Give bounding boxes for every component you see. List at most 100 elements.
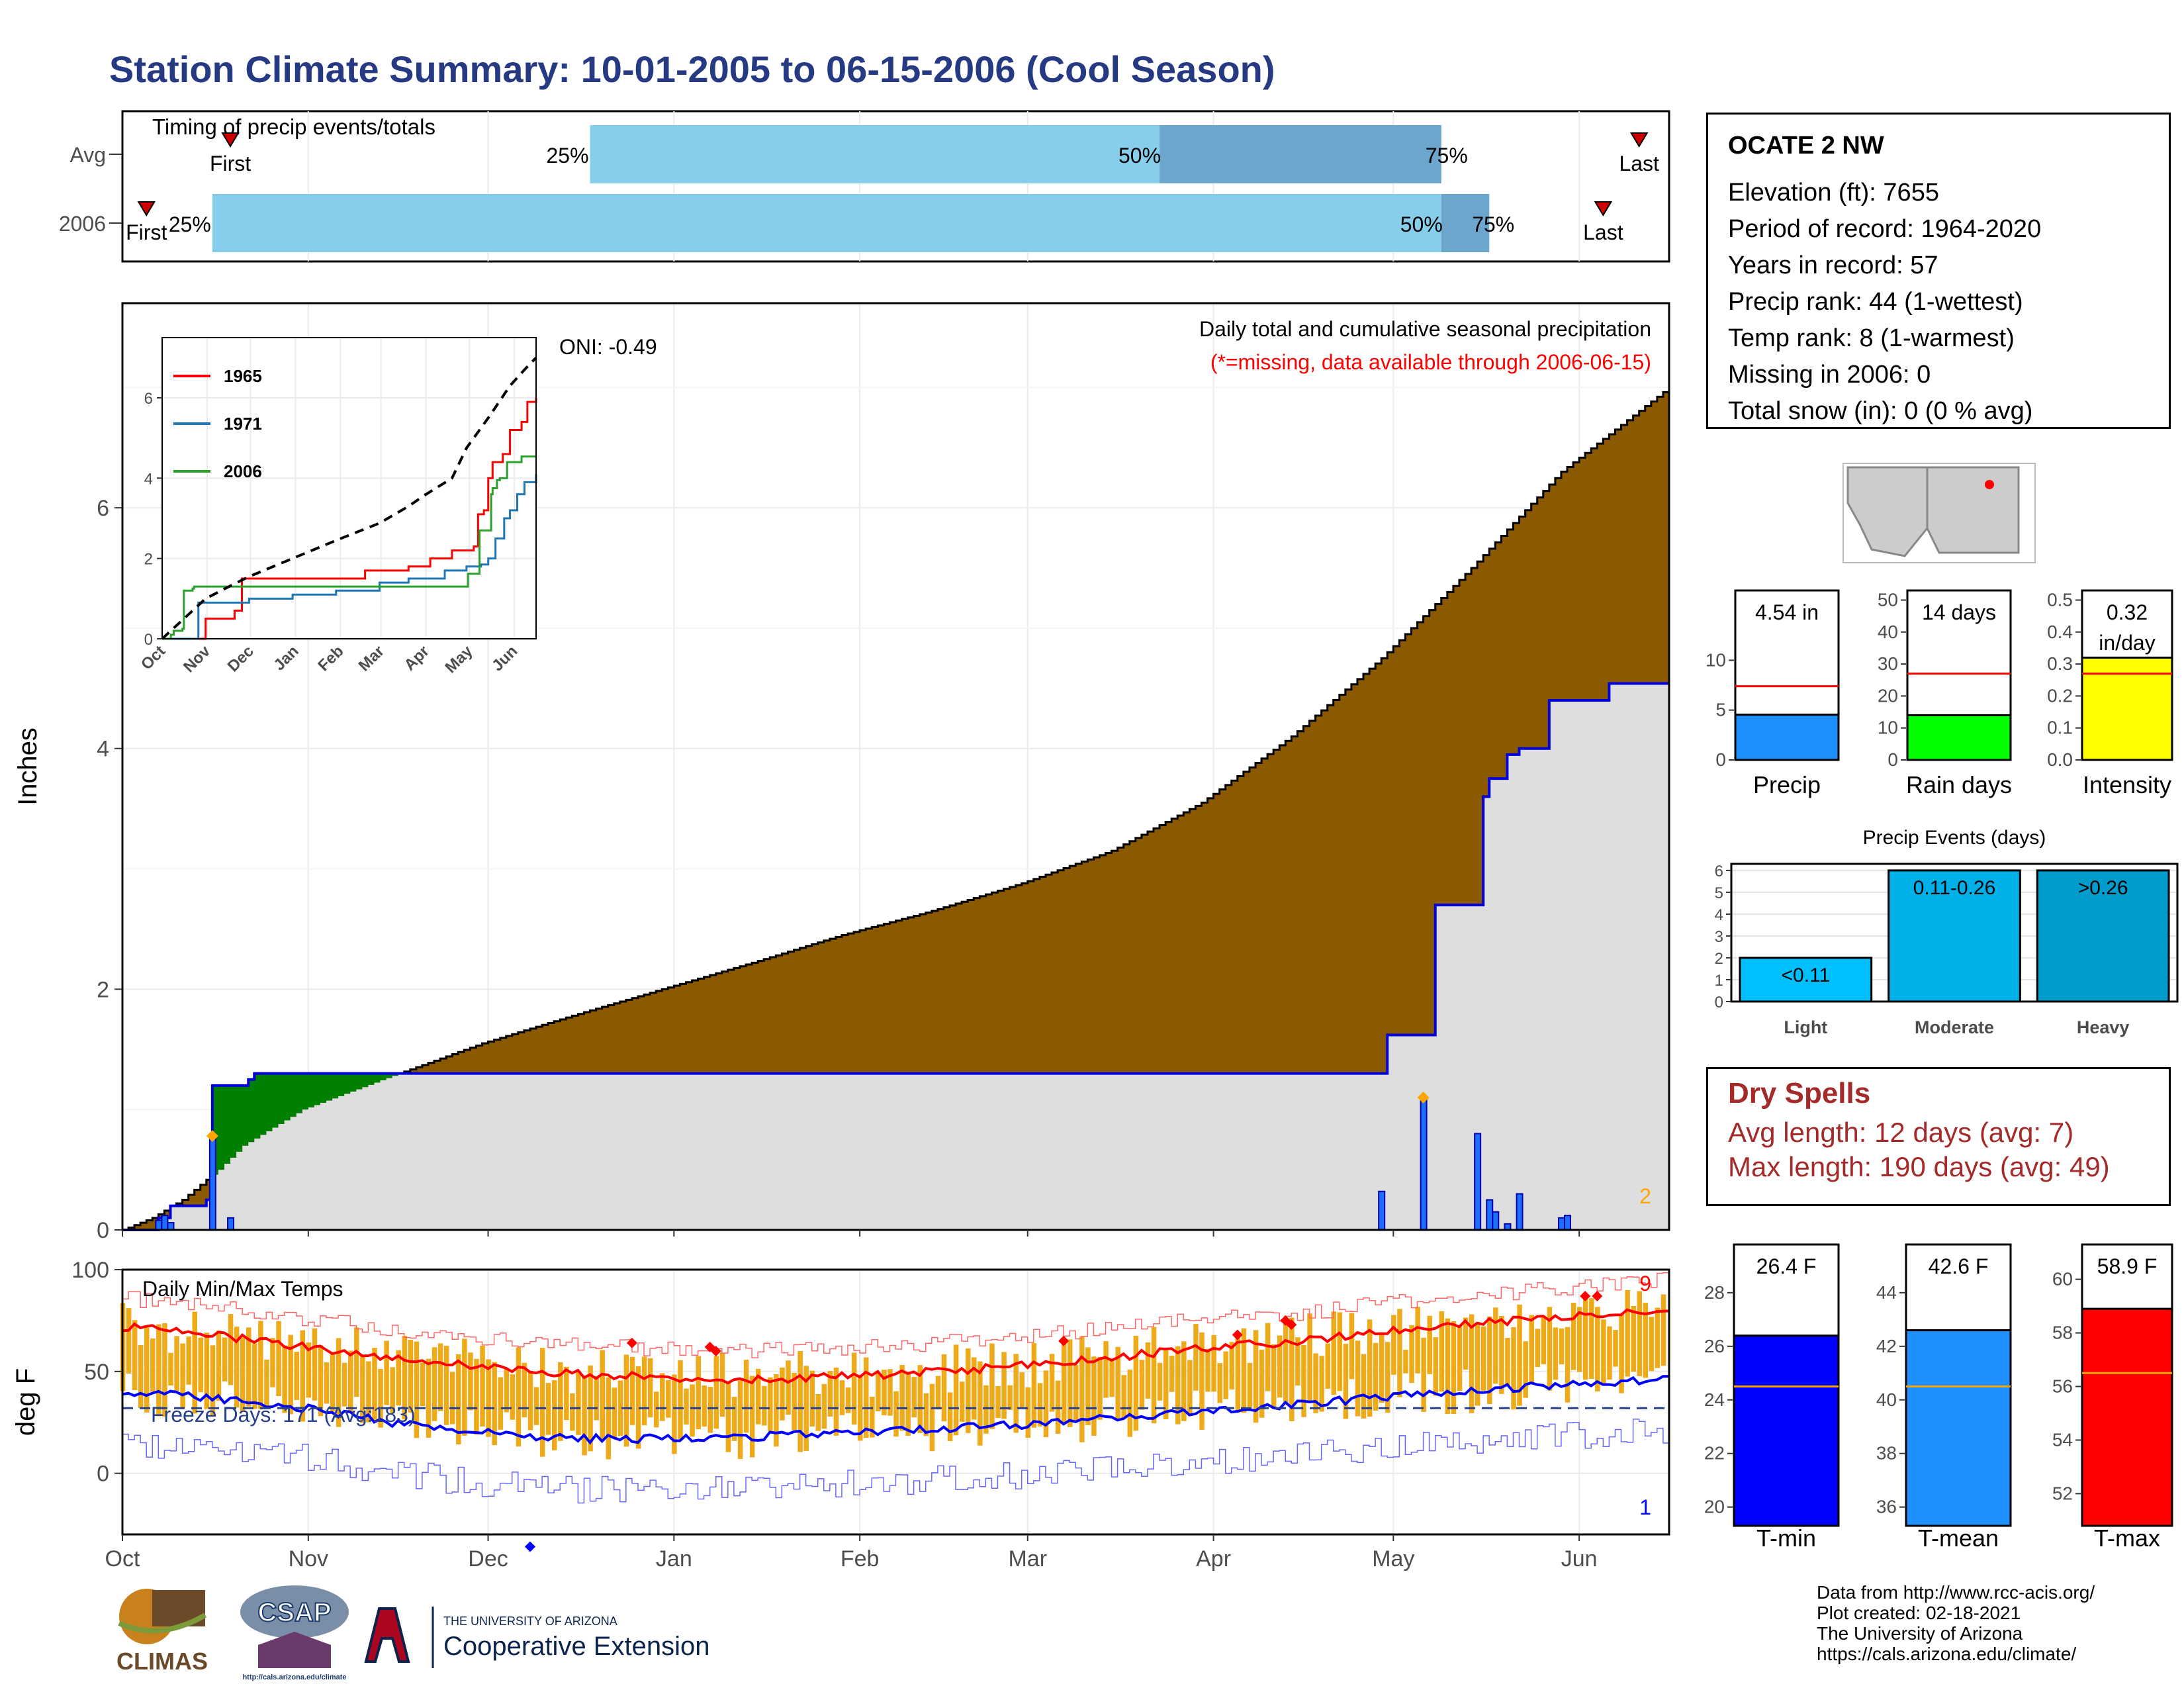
temp-daily-bar	[1475, 1325, 1480, 1406]
avg-min-temp-line	[122, 1375, 1670, 1445]
tmin-mini-label-box	[1733, 1243, 1840, 1337]
temp-daily-bar	[408, 1340, 414, 1413]
precip-mini-ytick-label-0: 0	[1715, 749, 1726, 770]
events-ytick-label-4: 4	[1715, 906, 1723, 924]
temp-daily-bar	[570, 1393, 575, 1431]
ua-big-text: Cooperative Extension	[443, 1632, 709, 1661]
temp-daily-bar	[1661, 1294, 1666, 1366]
raindays-mini-value-label: 14 days	[1922, 600, 1996, 624]
temp-daily-bar	[1079, 1336, 1085, 1442]
temp-daily-bar	[1541, 1316, 1547, 1365]
temp-daily-bar	[240, 1337, 246, 1412]
tmean-mini-chart: 36 38 40 42 44 42.6 F T-mean	[1876, 1243, 2012, 1549]
tmean-mini-ytick-label-0: 36	[1876, 1497, 1897, 1517]
temp-daily-bar	[696, 1356, 701, 1430]
temp-title: Daily Min/Max Temps	[142, 1277, 343, 1301]
temp-daily-bar	[1223, 1351, 1228, 1399]
station-snow: Total snow (in): 0 (0 % avg)	[1728, 397, 2033, 425]
temp-daily-bar	[1547, 1307, 1553, 1391]
temp-daily-bar	[216, 1331, 222, 1401]
timing-bar-dark-0	[1160, 125, 1441, 183]
temp-daily-bar	[366, 1361, 371, 1423]
temp-daily-bar	[1037, 1383, 1043, 1427]
temp-daily-bar	[1367, 1319, 1373, 1417]
temp-daily-bar	[132, 1320, 138, 1390]
temp-daily-bar	[210, 1345, 216, 1416]
temp-daily-bar	[612, 1387, 617, 1438]
temp-daily-bar	[1409, 1325, 1414, 1383]
temp-daily-bar	[539, 1348, 545, 1457]
events-category-label-1: Moderate	[1915, 1017, 1994, 1037]
record-high-mark-8	[1592, 1291, 1603, 1301]
temp-daily-bar	[1277, 1335, 1283, 1398]
temp-daily-bar	[378, 1368, 383, 1428]
temp-daily-bar	[797, 1350, 803, 1452]
record-low-mark-0	[524, 1541, 535, 1552]
intensity-mini-ytick-label-5: 0.5	[2047, 589, 2073, 610]
temp-daily-bar	[1085, 1347, 1091, 1425]
station-elevation: Elevation (ft): 7655	[1728, 179, 1939, 207]
temp-daily-bar	[1463, 1317, 1469, 1370]
temp-daily-bar	[1613, 1330, 1618, 1367]
events-ytick-label-3: 3	[1715, 928, 1723, 946]
events-ytick-label-0: 0	[1715, 994, 1723, 1011]
temp-daily-bar	[1570, 1303, 1576, 1370]
tmin-mini-bar	[1733, 1335, 1840, 1527]
temp-daily-bar	[276, 1321, 281, 1397]
oni-label: ONI: -0.49	[559, 335, 657, 359]
temp-daily-bar	[635, 1366, 641, 1449]
timing-p75-label-0: 75%	[1426, 144, 1468, 167]
dry-spells-box: Dry Spells Avg length: 12 days (avg: 7) …	[1706, 1067, 2171, 1206]
temp-daily-bar	[660, 1373, 665, 1421]
temp-daily-bar	[1247, 1362, 1253, 1407]
temp-daily-bar	[306, 1342, 312, 1398]
tmax-mini-ytick-label-2: 56	[2052, 1376, 2073, 1397]
temp-daily-bar	[1211, 1335, 1216, 1392]
cooperative-extension-text: THE UNIVERSITY OF ARIZONA Cooperative Ex…	[432, 1607, 709, 1668]
page-title: Station Climate Summary: 10-01-2005 to 0…	[109, 48, 1275, 90]
tmax-mini-ytick-label-1: 54	[2052, 1429, 2073, 1450]
temp-daily-bar	[1523, 1341, 1528, 1398]
temp-daily-bar	[1655, 1307, 1661, 1368]
inset-ytick-label-1: 2	[144, 551, 153, 569]
station-missing: Missing in 2006: 0	[1728, 361, 1931, 389]
temp-daily-bar	[222, 1337, 228, 1382]
tmean-mini-bar	[1905, 1329, 2012, 1527]
temp-daily-bar	[1157, 1362, 1163, 1401]
temp-daily-bar	[545, 1383, 551, 1435]
inset-series-line-3	[161, 356, 537, 640]
temp-daily-bar	[1631, 1305, 1636, 1372]
events-bar-label-1: 0.11-0.26	[1913, 877, 1996, 899]
temp-daily-bar	[1415, 1307, 1420, 1374]
temp-daily-bar	[959, 1382, 965, 1422]
dry-spells-avg: Avg length: 12 days (avg: 7)	[1728, 1117, 2074, 1148]
timing-first-marker-1	[137, 201, 156, 216]
season-cumulative-area	[122, 683, 1669, 1230]
temp-daily-bar	[1439, 1311, 1445, 1392]
temp-daily-bar	[264, 1359, 269, 1409]
temp-daily-bar	[522, 1362, 527, 1418]
temp-daily-bar	[870, 1397, 875, 1438]
raindays-mini-ytick-label-4: 40	[1878, 622, 1898, 642]
timing-last-marker-0	[1629, 132, 1649, 148]
temp-daily-bar	[815, 1393, 821, 1431]
temp-daily-bar	[600, 1350, 605, 1441]
avg-max-temp-line	[122, 1308, 1670, 1385]
temp-daily-bar	[1295, 1337, 1300, 1386]
record-high-mark-3	[1058, 1335, 1069, 1346]
events-category-label-0: Light	[1784, 1017, 1827, 1037]
csap-logo: CSAP http://cals.arizona.edu/climate	[240, 1585, 349, 1681]
temp-daily-bar	[929, 1383, 935, 1452]
intensity-mini-ytick-label-0: 0.0	[2047, 749, 2073, 770]
freeze-days-label: Freeze Days: 171 (Avg:183)	[151, 1403, 416, 1427]
daily-precip-bar-9	[1492, 1211, 1500, 1231]
tmin-mini-ytick-label-1: 22	[1704, 1443, 1725, 1464]
temp-daily-bar	[551, 1380, 557, 1450]
temp-daily-bar	[1559, 1328, 1565, 1365]
temp-daily-bar	[1433, 1336, 1439, 1396]
raindays-mini-ytick-label-5: 50	[1878, 589, 1898, 610]
temp-daily-bar	[941, 1354, 947, 1422]
temp-daily-bar	[1181, 1341, 1187, 1421]
temp-daily-bar	[851, 1352, 857, 1425]
